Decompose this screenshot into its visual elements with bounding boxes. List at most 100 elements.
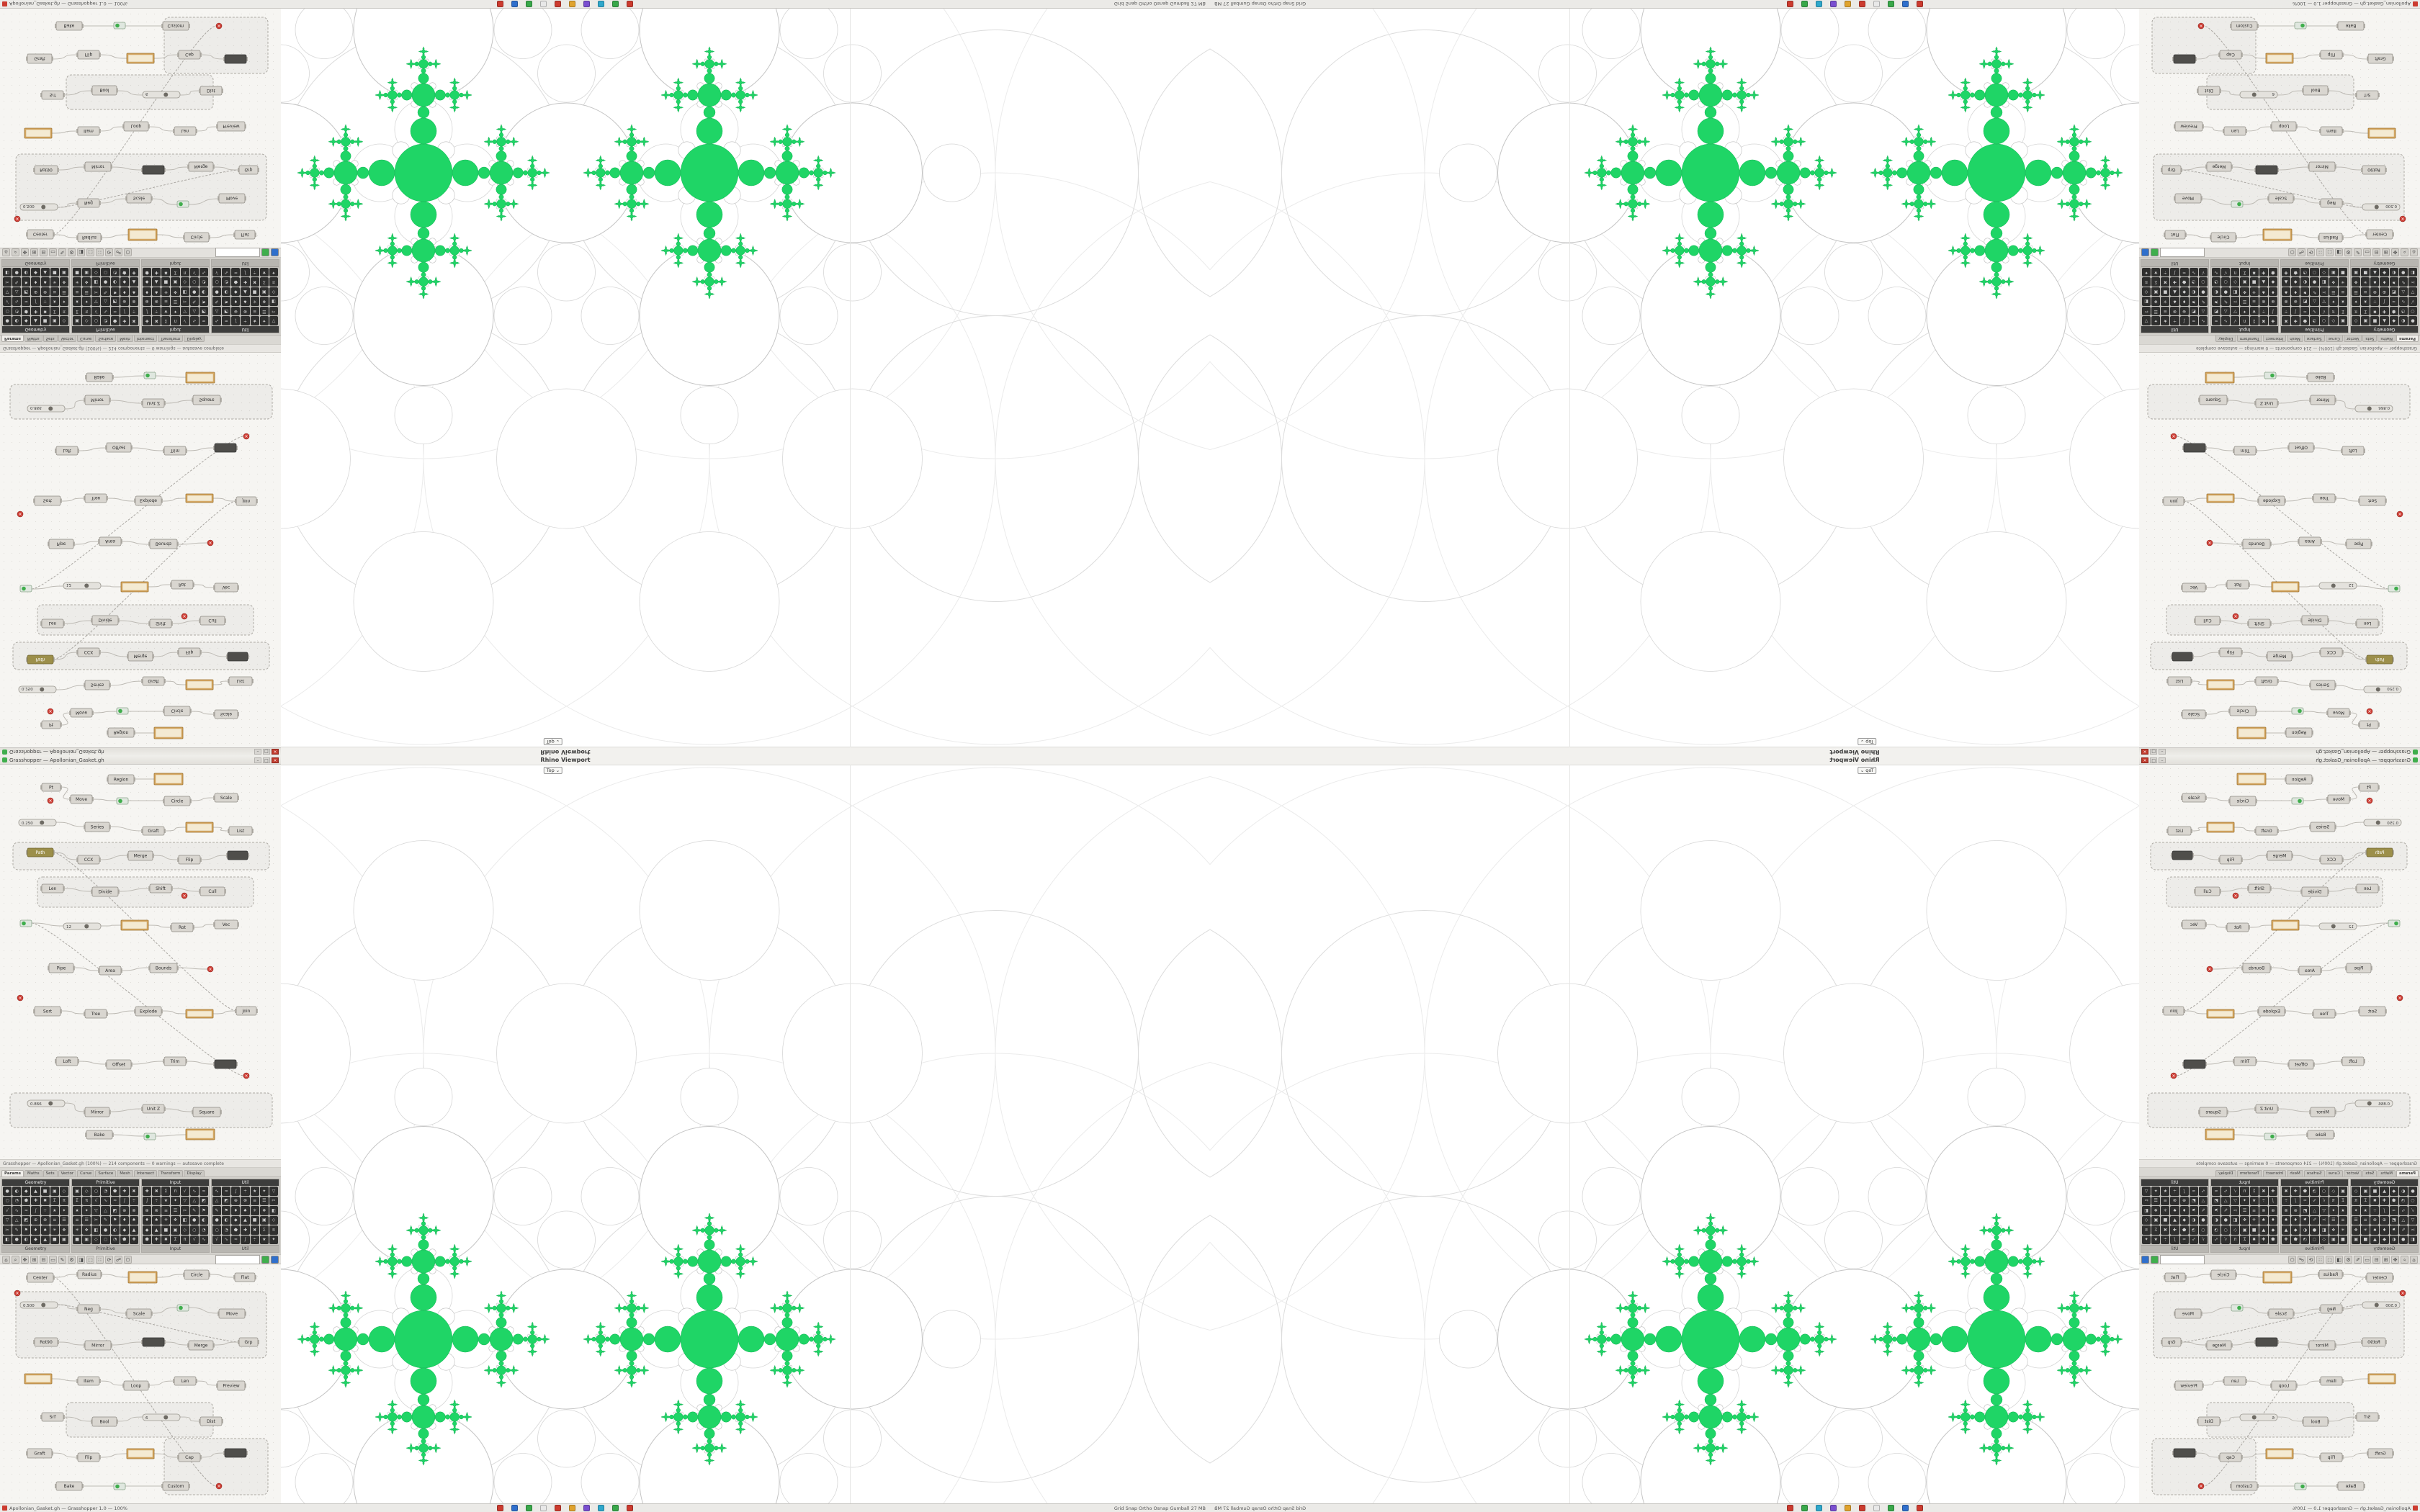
gh-component[interactable]: Radius [76,233,102,243]
palette-icon[interactable]: ◇ [91,268,101,277]
gh-canvas-upper[interactable]: Region Pt Move Circle Scale 0.250 Series Graft L… [2139,765,2420,1159]
gh-component[interactable]: Mirror [2309,1107,2336,1117]
palette-icon[interactable]: √ [180,1187,189,1196]
palette-icon[interactable]: ◐ [22,1235,31,1244]
palette-icon[interactable]: ✳ [2249,1215,2259,1225]
gh-component-dark[interactable] [141,1337,166,1347]
gh-tab-sets[interactable]: Sets [2362,336,2378,342]
palette-icon[interactable]: ○ [91,316,101,325]
gh-toggle-node[interactable] [19,919,32,927]
palette-icon[interactable]: ÷ [250,268,259,277]
palette-icon[interactable]: ✦ [259,1187,269,1196]
palette-icon[interactable]: ● [2408,316,2417,325]
gh-toggle-node[interactable] [2294,1482,2307,1490]
palette-icon[interactable]: ◔ [110,1235,120,1244]
gh-component[interactable]: Flip [2319,1452,2344,1462]
taskbar-icon-5[interactable] [1845,1,1851,7]
palette-icon[interactable]: ❖ [2151,297,2161,306]
toolbar-search-input[interactable] [215,248,260,258]
gh-component[interactable]: Tree [84,493,108,503]
palette-icon[interactable]: ✚ [31,1196,40,1205]
palette-icon[interactable]: ◩ [2389,287,2398,297]
gh-panel-node[interactable] [24,1373,53,1385]
palette-icon[interactable]: ∿ [2198,1187,2208,1196]
palette-icon[interactable]: ◐ [110,277,120,287]
palette-icon[interactable]: ✳ [2361,1225,2370,1235]
gh-error-badge[interactable]: × [2232,892,2239,899]
palette-icon[interactable]: ▣ [50,316,59,325]
gh-tab-surface[interactable]: Surface [2303,336,2325,342]
gh-canvas-lower[interactable]: Center Radius Circle Flat 0.500 Neg Scale Move R… [0,1264,281,1503]
palette-icon[interactable]: ◧ [91,1225,101,1235]
gh-component[interactable]: Radius [2318,233,2344,243]
palette-icon[interactable]: ÷ [2161,268,2170,277]
taskbar-icon-0[interactable] [1917,1,1923,7]
gh-slider-node[interactable]: 0.250 [2363,685,2402,693]
gh-component[interactable]: Pipe [2345,963,2372,973]
palette-icon[interactable]: △ [189,307,199,316]
palette-icon[interactable]: ◧ [269,1206,278,1215]
gh-component[interactable]: Neg [2319,1304,2344,1314]
palette-icon[interactable]: ✚ [129,1235,138,1244]
palette-icon[interactable]: π [82,307,91,316]
gh-component[interactable]: Merge [2205,161,2233,172]
gh-component[interactable]: Rot [170,922,194,932]
gh-component[interactable]: Region [107,727,135,738]
palette-icon[interactable]: ♦ [143,1215,152,1225]
gh-component[interactable]: Scale [2181,793,2207,803]
palette-icon[interactable]: ∫ [2291,307,2300,316]
palette-icon[interactable]: ▽ [269,316,278,325]
gh-tab-mesh[interactable]: Mesh [117,336,133,342]
gh-component-dark[interactable] [223,54,248,64]
gh-tab-mesh[interactable]: Mesh [2287,1170,2303,1176]
gh-component[interactable]: Preview [2174,1380,2204,1391]
palette-icon[interactable]: ∫ [2268,307,2277,316]
palette-icon[interactable]: ♠ [241,1206,250,1215]
gh-component[interactable]: Sort [2358,1006,2387,1017]
gh-component[interactable]: Dist [2197,1416,2221,1426]
palette-icon[interactable]: ▣ [2151,1215,2161,1225]
palette-icon[interactable]: ❖ [82,1225,91,1235]
palette-icon[interactable]: π [269,1225,278,1235]
gh-component[interactable]: Scale [125,193,153,204]
gh-slider-node[interactable]: 0.866 [27,405,66,413]
gh-component[interactable]: Len [2223,1376,2247,1386]
palette-icon[interactable]: ≈ [110,307,120,316]
gh-error-badge[interactable]: × [17,994,24,1002]
gh-component[interactable]: Len [2223,126,2247,136]
gh-component[interactable]: Dist [199,1416,223,1426]
gh-component[interactable]: CCX [76,855,101,865]
palette-icon[interactable]: π [171,1187,180,1196]
palette-icon[interactable]: ⬟ [2389,1196,2398,1205]
gh-component[interactable]: Custom [2230,1481,2259,1491]
palette-icon[interactable]: √ [3,1206,12,1215]
gh-component[interactable]: Mirror [2309,395,2336,405]
gh-component[interactable]: Vec [213,582,239,593]
gh-component[interactable]: Flat [2164,230,2187,240]
palette-icon[interactable]: ✦ [2142,268,2151,277]
palette-icon[interactable]: ◔ [2189,1225,2198,1235]
palette-icon[interactable]: ● [2398,268,2408,277]
palette-icon[interactable]: ◆ [2380,268,2389,277]
gh-panel-node[interactable] [127,1271,158,1284]
palette-icon[interactable]: ◆ [31,268,40,277]
palette-icon[interactable]: π [2329,1196,2338,1205]
gh-panel-node[interactable] [185,493,214,503]
gh-component-dark[interactable] [213,443,238,453]
gh-component[interactable]: Grp [238,1337,259,1347]
toolbar-icon-10[interactable]: ∷ [96,1255,104,1264]
gh-tab-vector[interactable]: Vector [2343,336,2362,342]
palette-icon[interactable]: ■ [50,268,59,277]
palette-icon[interactable]: ▽ [91,297,101,306]
taskbar-icon-5[interactable] [569,1,575,7]
gh-toggle-node[interactable] [2291,797,2304,805]
palette-icon[interactable]: ⊕ [120,1206,129,1215]
toolbar-icon-1[interactable]: ⌕ [12,248,19,257]
gh-component[interactable]: Trim [163,446,187,456]
palette-icon[interactable]: ⚑ [2189,297,2198,306]
palette-icon[interactable]: ⬟ [2291,1235,2300,1244]
gh-component[interactable]: Bake [2336,1481,2365,1491]
taskbar-icon-4[interactable] [555,1,561,7]
